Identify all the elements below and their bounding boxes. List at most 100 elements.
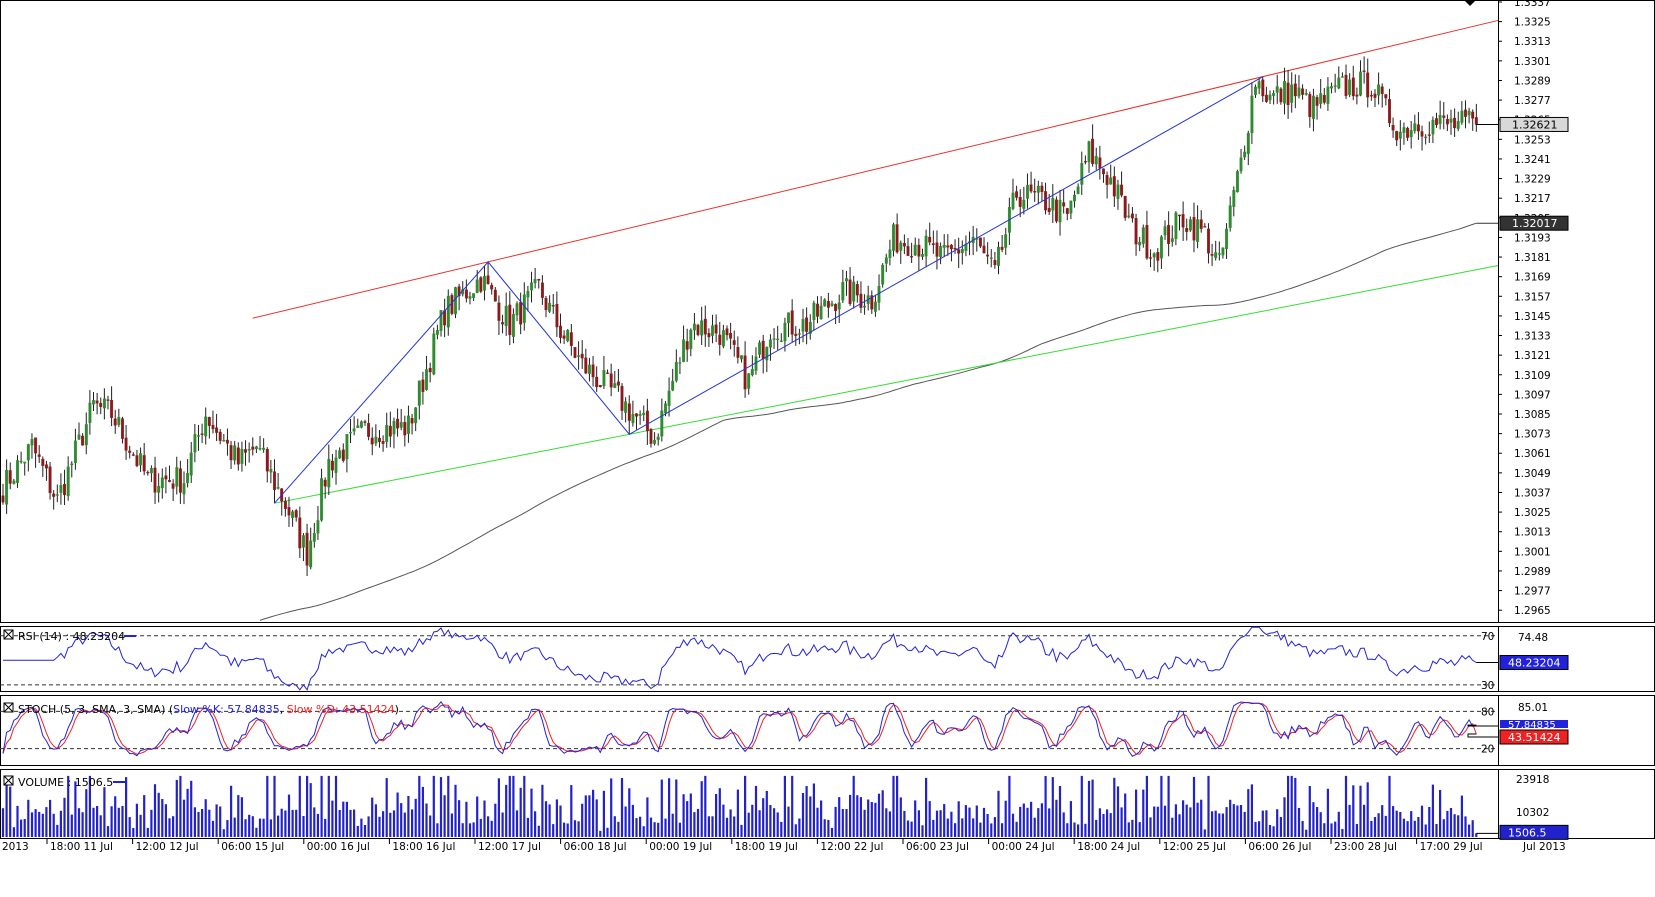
candle-body (1174, 212, 1178, 240)
price-tick-label: 1.2989 (1514, 566, 1551, 578)
stoch-k-tag (1500, 720, 1568, 728)
volume-bar (1254, 821, 1257, 837)
volume-bar (1247, 789, 1250, 837)
candle-body (1149, 257, 1152, 259)
volume-bar (125, 777, 128, 837)
volume-bar (972, 818, 975, 837)
candle-body (1047, 207, 1051, 213)
candle-body (414, 407, 418, 424)
volume-bar (906, 820, 910, 837)
candle-body (1221, 247, 1225, 256)
candle-body (816, 303, 819, 317)
volume-bar (353, 809, 356, 837)
rsi-panel[interactable]: 70 30 74.48 48.23204 RSI (14) : 48.23204 (0, 626, 1569, 692)
candle-body (406, 415, 410, 434)
volume-bar (1457, 815, 1460, 837)
volume-bar (566, 823, 569, 837)
candle-body (1438, 114, 1442, 125)
volume-bar (1366, 782, 1369, 837)
candle-body (678, 362, 682, 364)
candle-body (1272, 93, 1276, 96)
volume-bar (715, 794, 718, 837)
candle-body (892, 224, 895, 251)
volume-bar (896, 775, 899, 837)
candle-body (240, 448, 244, 464)
volume-bar (255, 827, 258, 837)
candle-body (743, 355, 747, 390)
volume-bar (1243, 811, 1246, 837)
volume-bar (885, 808, 888, 837)
stoch-separator: , (280, 703, 287, 716)
volume-bar (190, 780, 193, 837)
volume-bar (429, 815, 432, 837)
stoch-k-leader (1467, 724, 1498, 727)
candle-body (921, 254, 924, 257)
volume-bar (41, 813, 44, 837)
price-tick-label: 1.3109 (1514, 370, 1551, 382)
candle-body (1105, 175, 1109, 185)
candle-body (1091, 138, 1095, 164)
volume-bar (1464, 816, 1467, 837)
volume-bar (707, 816, 710, 837)
candle-body (881, 264, 885, 285)
volume-bar (1037, 808, 1040, 837)
candle-body (725, 328, 729, 336)
stoch-label: STOCH (5, 3, SMA, 3, SMA) (Slow %K: 57.8… (18, 703, 399, 716)
candle-body (200, 433, 204, 435)
candle-body (428, 367, 432, 373)
price-tick-label: 1.3133 (1514, 331, 1551, 343)
price-panel[interactable]: 1.3337 1.3325 1.3313 1.3301 1.3289 1.3277 1.32… (1, 0, 1569, 621)
candle-body (1416, 124, 1420, 132)
candle-body (1279, 88, 1283, 103)
volume-bar (468, 823, 472, 837)
candle-body (522, 294, 526, 323)
candle-body (765, 346, 769, 361)
volume-bar (1413, 820, 1416, 837)
volume-bar (450, 813, 453, 837)
candle-body (287, 507, 291, 516)
volume-bar (1084, 823, 1087, 837)
time-tick-label: 00:00 19 Jul (649, 841, 712, 853)
candle-body (631, 413, 635, 424)
volume-panel[interactable]: 23918 10302 1506.5 VOLUME : 1506.5 (1, 774, 1569, 840)
candle-body (1192, 217, 1196, 241)
candle-body (685, 341, 689, 350)
candle-body (729, 333, 733, 339)
volume-bar (515, 810, 519, 837)
candle-body (559, 325, 562, 338)
volume-bar (1127, 822, 1130, 837)
volume-bar (414, 798, 417, 837)
volume-bar (407, 796, 410, 837)
volume-bar (639, 816, 642, 837)
candle-body (1326, 86, 1330, 104)
candle-body (341, 449, 345, 461)
volume-bar (30, 812, 34, 837)
volume-bar (541, 784, 544, 837)
volume-bar (454, 784, 457, 837)
volume-bar (1192, 776, 1196, 837)
candle-body (1442, 115, 1446, 118)
volume-bar (67, 775, 70, 837)
candle-body (12, 480, 16, 484)
candle-body (435, 330, 439, 335)
candlesticks (1, 56, 1478, 577)
moving-average-line (259, 222, 1477, 621)
volume-bar (1203, 829, 1206, 837)
rsi-label: RSI (14) : 48.23204 (18, 630, 125, 643)
volume-bar (371, 797, 374, 837)
volume-bar (378, 816, 381, 837)
candle-body (215, 427, 219, 433)
candle-body (479, 277, 483, 292)
volume-bar (693, 812, 696, 837)
volume-bar (215, 804, 218, 837)
volume-bar (830, 827, 834, 837)
candle-body (584, 357, 588, 374)
candle-body (848, 279, 852, 304)
volume-bar (1026, 807, 1029, 837)
candle-body (139, 453, 143, 466)
candle-body (182, 483, 186, 495)
candle-body (598, 385, 602, 388)
candle-body (1102, 168, 1105, 175)
